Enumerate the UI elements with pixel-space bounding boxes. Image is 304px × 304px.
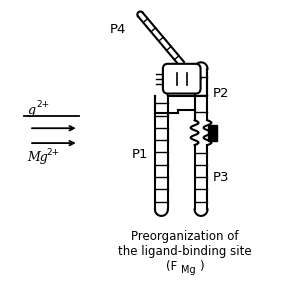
Bar [209,125,217,141]
Text: P1: P1 [132,148,148,161]
Text: Mg: Mg [27,151,48,164]
Text: the ligand-binding site: the ligand-binding site [118,245,251,257]
Text: 2+: 2+ [36,100,49,109]
Text: Mg: Mg [181,265,195,275]
Text: P2: P2 [213,87,230,100]
Text: P3: P3 [213,171,230,184]
Text: 2+: 2+ [46,148,59,157]
Text: (F: (F [166,261,178,273]
Text: ): ) [199,261,203,273]
Text: Preorganization of: Preorganization of [131,230,238,243]
FancyBboxPatch shape [163,64,201,94]
Text: P4: P4 [110,22,126,36]
Text: g: g [27,104,35,117]
